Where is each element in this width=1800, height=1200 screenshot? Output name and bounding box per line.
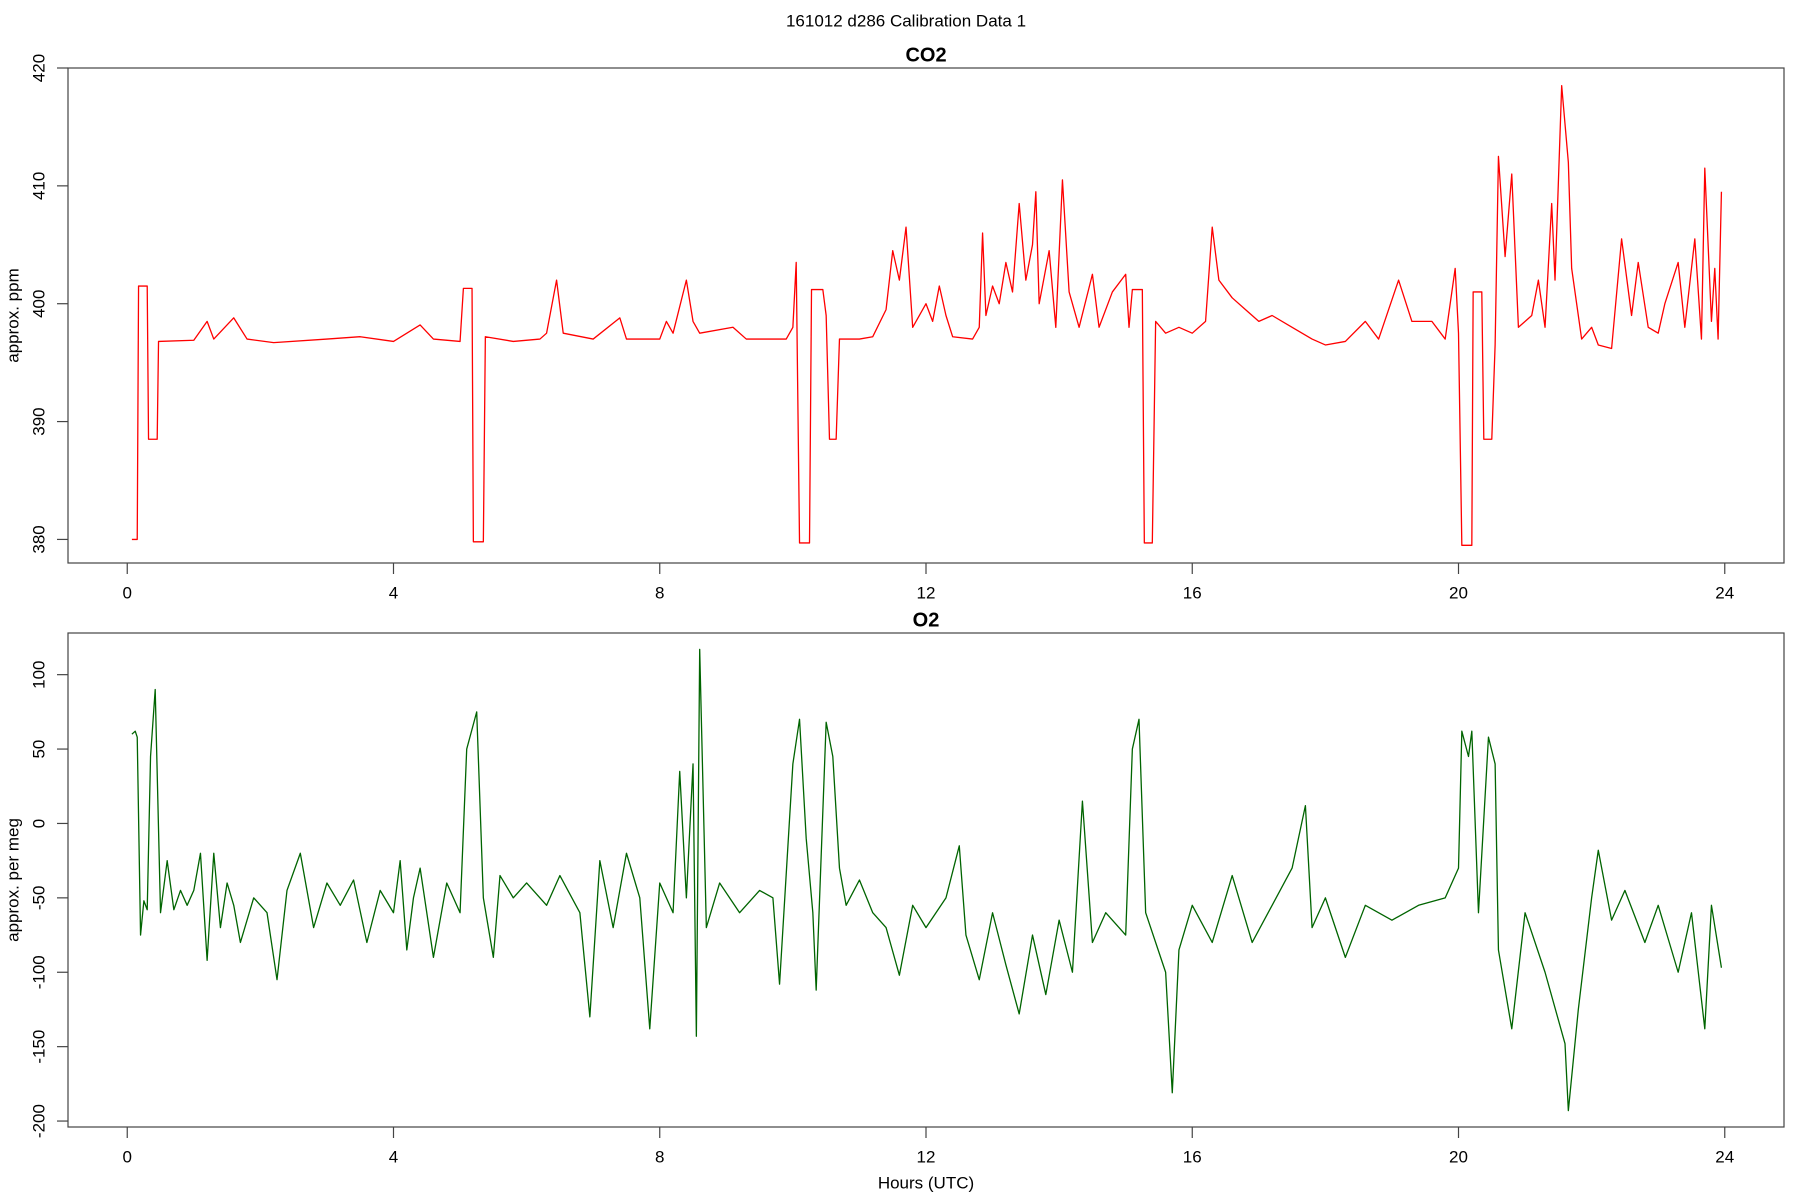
x-tick-label: 12 [917,583,936,602]
x-tick-label: 8 [655,1147,664,1166]
y-tick-label: -150 [29,1030,48,1064]
y-tick-label: -200 [29,1104,48,1138]
x-tick-label: 20 [1449,1147,1468,1166]
y-tick-label: 50 [29,740,48,759]
y-tick-label: 0 [29,819,48,828]
x-tick-label: 8 [655,583,664,602]
y-tick-label: -100 [29,955,48,989]
y-axis-label: approx. per meg [3,818,22,942]
panel-title: CO2 [905,44,946,66]
x-tick-label: 20 [1449,583,1468,602]
x-tick-label: 0 [123,1147,132,1166]
x-tick-label: 4 [389,1147,398,1166]
y-tick-label: 420 [29,54,48,82]
plot-frame [67,67,1785,564]
x-tick-label: 12 [917,1147,936,1166]
x-tick-label: 0 [123,583,132,602]
x-tick-label: 16 [1183,1147,1202,1166]
data-line [131,648,1723,1112]
x-tick-label: 24 [1715,583,1734,602]
y-tick-label: 390 [29,407,48,435]
x-axis-label: Hours (UTC) [878,1173,974,1192]
y-tick-label: 400 [29,290,48,318]
page-title: 161012 d286 Calibration Data 1 [786,11,1026,30]
y-tick-label: 100 [29,660,48,688]
y-tick-label: -50 [29,886,48,911]
x-tick-label: 16 [1183,583,1202,602]
plot-frame [67,632,1785,1128]
y-tick-label: 380 [29,525,48,553]
data-line [131,85,1723,546]
y-tick-label: 410 [29,172,48,200]
x-tick-label: 24 [1715,1147,1734,1166]
y-axis-label: approx. ppm [3,268,22,363]
panel-title: O2 [913,609,940,631]
x-tick-label: 4 [389,583,398,602]
